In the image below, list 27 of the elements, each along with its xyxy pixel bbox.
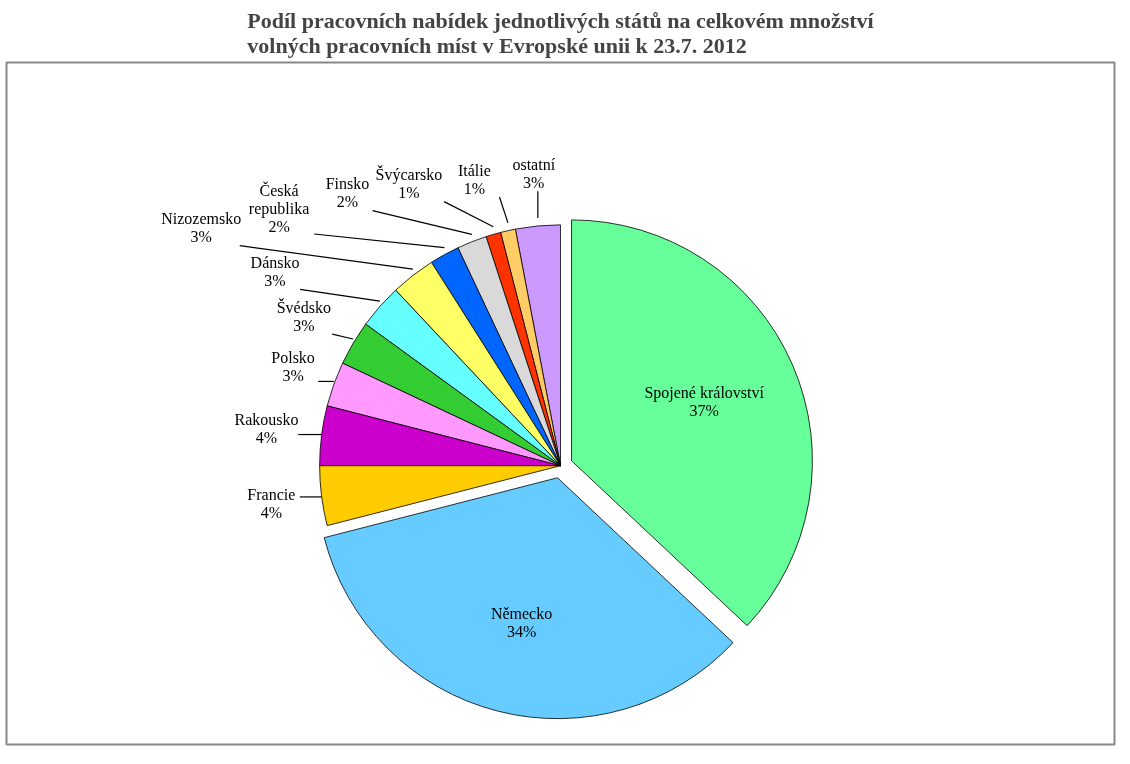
data-label: 3% xyxy=(264,271,286,289)
slice-label: Švédsko xyxy=(276,297,331,316)
data-label: 3% xyxy=(293,316,315,334)
data-label: 3% xyxy=(190,228,212,246)
slice-label: Česká republika xyxy=(248,181,310,218)
slice-label: Nizozemsko xyxy=(161,210,242,228)
slice-label: Dánsko xyxy=(250,254,300,272)
data-label: 34% xyxy=(506,622,537,640)
slice-label: Francie xyxy=(247,486,296,504)
data-label: 4% xyxy=(255,429,278,447)
slice-label: Finsko xyxy=(325,175,370,193)
data-label: 3% xyxy=(523,173,545,191)
data-label: 37% xyxy=(689,401,719,419)
slice-label: Polsko xyxy=(271,348,315,366)
slice-label: Spojené království xyxy=(644,384,765,403)
slice-label: Německo xyxy=(490,605,553,623)
data-label: 1% xyxy=(463,179,486,197)
chart-title: Podíl pracovních nabídek jednotlivých států na celkovém množství volných pracovních míst v Evropské unii k 23.7. 2012 xyxy=(247,7,875,58)
data-label: 4% xyxy=(260,503,283,521)
slice-label: Itálie xyxy=(457,161,491,179)
slice-label: Švýcarsko xyxy=(375,165,443,185)
slice-label: ostatní xyxy=(512,155,556,173)
data-label: 1% xyxy=(398,184,420,202)
slice-label: Rakousko xyxy=(234,411,299,429)
data-label: 3% xyxy=(282,366,304,384)
data-label: 2% xyxy=(268,217,290,235)
data-label: 2% xyxy=(336,193,359,211)
